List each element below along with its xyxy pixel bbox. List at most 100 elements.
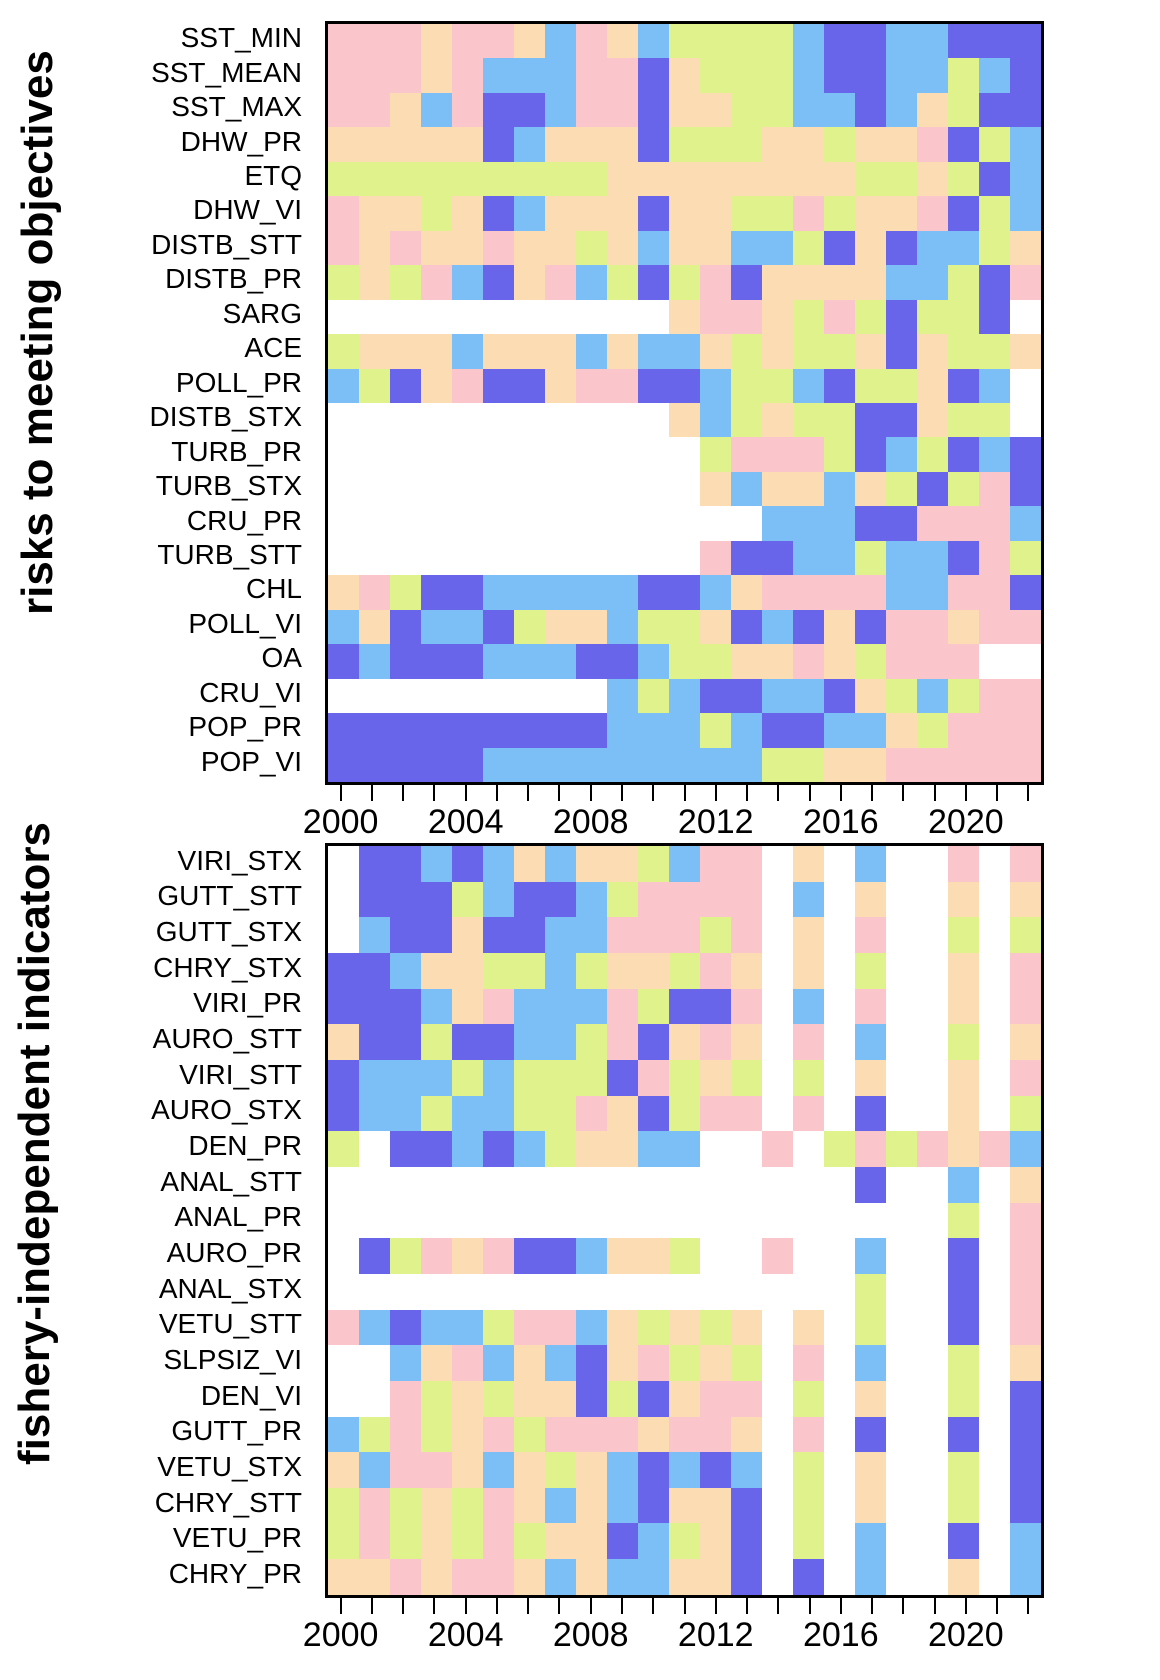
yellow-green-cell	[731, 92, 762, 128]
light-blue-cell	[545, 747, 576, 782]
no-data-cell	[514, 437, 545, 472]
row-label: POLL_VI	[188, 607, 302, 639]
yellow-green-cell	[421, 161, 452, 197]
dark-blue-cell	[390, 644, 421, 679]
yellow-green-cell	[948, 92, 979, 128]
pink-cell	[793, 196, 824, 231]
light-blue-cell	[421, 609, 452, 645]
dark-blue-cell	[607, 644, 638, 679]
no-data-cell	[359, 678, 390, 714]
dark-blue-cell	[514, 881, 545, 918]
pink-cell	[638, 881, 669, 918]
pink-cell	[328, 58, 359, 93]
yellow-green-cell	[917, 299, 948, 335]
pink-cell	[948, 846, 979, 882]
no-data-cell	[731, 1238, 762, 1274]
yellow-green-cell	[390, 1238, 421, 1274]
no-data-cell	[483, 471, 514, 507]
yellow-green-cell	[948, 1345, 979, 1381]
no-data-cell	[483, 402, 514, 438]
light-blue-cell	[359, 1059, 390, 1096]
no-data-cell	[917, 1024, 948, 1060]
yellow-green-cell	[948, 265, 979, 300]
peach-cell	[886, 713, 917, 748]
pink-cell	[452, 92, 483, 128]
peach-cell	[855, 265, 886, 300]
yellow-green-cell	[731, 402, 762, 438]
peach-cell	[886, 196, 917, 231]
no-data-cell	[762, 1452, 793, 1488]
peach-cell	[793, 127, 824, 162]
row-label: VIRI_STT	[179, 1058, 302, 1090]
axis-tick-label: 2012	[677, 803, 754, 841]
no-data-cell	[421, 1202, 452, 1239]
light-blue-cell	[607, 1452, 638, 1488]
pink-cell	[855, 917, 886, 953]
pink-cell	[731, 917, 762, 953]
peach-cell	[359, 196, 390, 231]
dark-blue-cell	[824, 230, 855, 266]
row-label: ANAL_STT	[160, 1165, 302, 1197]
no-data-cell	[514, 471, 545, 507]
no-data-cell	[824, 1202, 855, 1239]
peach-cell	[359, 127, 390, 162]
light-blue-cell	[731, 230, 762, 266]
peach-cell	[793, 952, 824, 989]
dark-blue-cell	[638, 1024, 669, 1060]
heatmap-row	[328, 1095, 1041, 1132]
light-blue-cell	[1010, 1131, 1041, 1167]
pink-cell	[979, 609, 1010, 645]
dark-blue-cell	[452, 846, 483, 882]
peach-cell	[855, 127, 886, 162]
pink-cell	[607, 1024, 638, 1060]
peach-cell	[421, 230, 452, 266]
axis-tick	[370, 785, 373, 801]
peach-cell	[576, 196, 607, 231]
yellow-green-cell	[669, 644, 700, 679]
no-data-cell	[452, 471, 483, 507]
yellow-green-cell	[669, 1095, 700, 1132]
peach-cell	[421, 368, 452, 403]
peach-cell	[731, 644, 762, 679]
peach-cell	[731, 161, 762, 197]
peach-cell	[545, 127, 576, 162]
no-data-cell	[514, 678, 545, 714]
pink-cell	[576, 368, 607, 403]
peach-cell	[514, 1380, 545, 1417]
yellow-green-cell	[917, 437, 948, 472]
no-data-cell	[917, 1273, 948, 1310]
no-data-cell	[390, 678, 421, 714]
yellow-green-cell	[979, 402, 1010, 438]
no-data-cell	[452, 1273, 483, 1310]
dark-blue-cell	[731, 609, 762, 645]
axis-tick	[589, 1598, 592, 1614]
dark-blue-cell	[917, 471, 948, 507]
yellow-green-cell	[855, 161, 886, 197]
row-label: DEN_PR	[188, 1130, 302, 1162]
light-blue-cell	[855, 713, 886, 748]
heatmap-row	[328, 230, 1041, 266]
peach-cell	[917, 161, 948, 197]
pink-cell	[948, 747, 979, 782]
peach-cell	[700, 334, 731, 369]
heatmap-row	[328, 678, 1041, 714]
light-blue-cell	[514, 988, 545, 1025]
no-data-cell	[607, 1166, 638, 1203]
peach-cell	[855, 230, 886, 266]
light-blue-cell	[886, 437, 917, 472]
yellow-green-cell	[948, 1380, 979, 1417]
no-data-cell	[359, 299, 390, 335]
peach-cell	[948, 881, 979, 918]
no-data-cell	[700, 1273, 731, 1310]
pink-cell	[700, 265, 731, 300]
yellow-green-cell	[793, 1059, 824, 1096]
pink-cell	[700, 846, 731, 882]
dark-blue-cell	[576, 1345, 607, 1381]
dark-blue-cell	[359, 881, 390, 918]
dark-blue-cell	[1010, 1452, 1041, 1488]
no-data-cell	[824, 846, 855, 882]
dark-blue-cell	[452, 747, 483, 782]
light-blue-cell	[421, 988, 452, 1025]
pink-cell	[793, 1416, 824, 1453]
yellow-green-cell	[483, 952, 514, 989]
